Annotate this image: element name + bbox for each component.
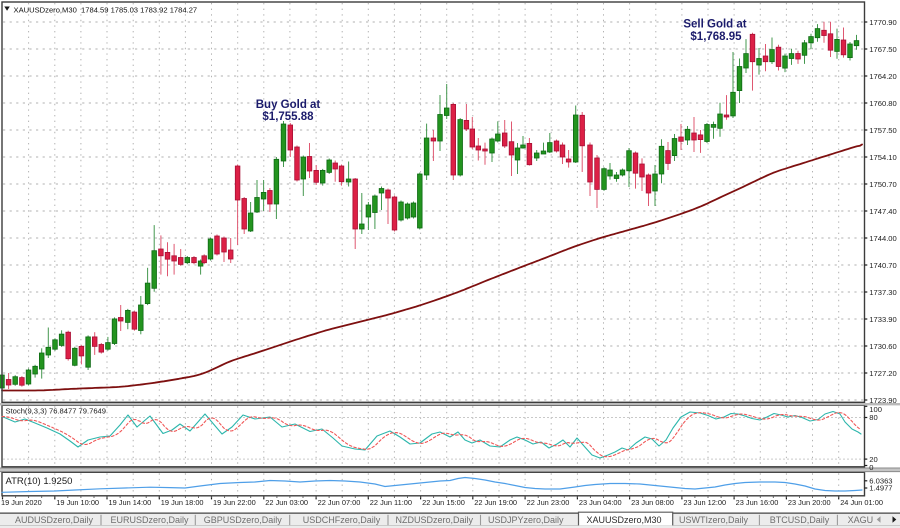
- svg-text:1760.80: 1760.80: [869, 99, 896, 108]
- svg-text:USDJPYzero,Daily: USDJPYzero,Daily: [488, 515, 564, 525]
- svg-text:23 Jun 04:00: 23 Jun 04:00: [579, 498, 622, 507]
- svg-text:1754.10: 1754.10: [869, 153, 896, 162]
- svg-text:24 Jun 01:00: 24 Jun 01:00: [840, 498, 883, 507]
- svg-text:6.0363: 6.0363: [869, 476, 892, 485]
- svg-text:22 Jun 07:00: 22 Jun 07:00: [318, 498, 361, 507]
- svg-text:22 Jun 03:00: 22 Jun 03:00: [265, 498, 308, 507]
- svg-text:ATR(10) 1.9250: ATR(10) 1.9250: [6, 476, 73, 487]
- svg-text:1764.20: 1764.20: [869, 72, 896, 81]
- svg-text:22 Jun 23:00: 22 Jun 23:00: [527, 498, 570, 507]
- svg-text:XAGU: XAGU: [848, 515, 874, 525]
- svg-text:EURUSDzero,Daily: EURUSDzero,Daily: [111, 515, 190, 525]
- svg-text:BTCUSD,Daily: BTCUSD,Daily: [770, 515, 830, 525]
- svg-text:1770.90: 1770.90: [869, 18, 896, 27]
- svg-text:23 Jun 20:00: 23 Jun 20:00: [788, 498, 831, 507]
- svg-text:19 Jun 10:00: 19 Jun 10:00: [56, 498, 99, 507]
- svg-text:USWTIzero,Daily: USWTIzero,Daily: [679, 515, 749, 525]
- svg-text:AUDUSDzero,Daily: AUDUSDzero,Daily: [15, 515, 94, 525]
- svg-text:1740.70: 1740.70: [869, 261, 896, 270]
- svg-text:1733.90: 1733.90: [869, 315, 896, 324]
- svg-text:23 Jun 08:00: 23 Jun 08:00: [631, 498, 674, 507]
- svg-text:1727.20: 1727.20: [869, 369, 896, 378]
- svg-text:NZDUSDzero,Daily: NZDUSDzero,Daily: [396, 515, 474, 525]
- svg-text:1757.50: 1757.50: [869, 126, 896, 135]
- svg-text:100: 100: [869, 405, 882, 414]
- svg-text:1.4977: 1.4977: [869, 484, 892, 493]
- svg-text:$1,755.88: $1,755.88: [262, 111, 314, 123]
- svg-text:GBPUSDzero,Daily: GBPUSDzero,Daily: [204, 515, 283, 525]
- svg-text:1730.60: 1730.60: [869, 342, 896, 351]
- svg-text:Sell Gold at: Sell Gold at: [683, 19, 746, 31]
- svg-text:1767.50: 1767.50: [869, 45, 896, 54]
- svg-text:19 Jun 2020: 19 Jun 2020: [1, 498, 42, 507]
- svg-text:Buy Gold at: Buy Gold at: [256, 99, 321, 111]
- svg-text:22 Jun 11:00: 22 Jun 11:00: [370, 498, 412, 507]
- svg-text:XAUUSDzero,M30 1784.59 1785.0: XAUUSDzero,M30 1784.59 1785.03 1783.92 1…: [14, 6, 198, 15]
- svg-text:Stoch(9,3,3) 76.8477 79.7649: Stoch(9,3,3) 76.8477 79.7649: [6, 407, 106, 416]
- svg-text:19 Jun 22:00: 19 Jun 22:00: [213, 498, 256, 507]
- svg-text:19 Jun 14:00: 19 Jun 14:00: [109, 498, 152, 507]
- svg-text:22 Jun 15:00: 22 Jun 15:00: [422, 498, 465, 507]
- svg-text:1723.90: 1723.90: [869, 396, 896, 405]
- svg-text:23 Jun 16:00: 23 Jun 16:00: [736, 498, 779, 507]
- svg-text:22 Jun 19:00: 22 Jun 19:00: [474, 498, 517, 507]
- svg-text:XAUUSDzero,M30: XAUUSDzero,M30: [587, 515, 662, 525]
- svg-text:1737.30: 1737.30: [869, 288, 896, 297]
- svg-text:1750.70: 1750.70: [869, 180, 896, 189]
- svg-text:23 Jun 12:00: 23 Jun 12:00: [683, 498, 726, 507]
- svg-text:20: 20: [869, 455, 877, 464]
- svg-text:19 Jun 18:00: 19 Jun 18:00: [161, 498, 204, 507]
- svg-text:80: 80: [869, 413, 877, 422]
- svg-text:$1,768.95: $1,768.95: [690, 31, 742, 43]
- svg-text:1747.40: 1747.40: [869, 207, 896, 216]
- svg-text:USDCHFzero,Daily: USDCHFzero,Daily: [303, 515, 381, 525]
- svg-text:1744.00: 1744.00: [869, 234, 896, 243]
- svg-text:0: 0: [869, 463, 873, 472]
